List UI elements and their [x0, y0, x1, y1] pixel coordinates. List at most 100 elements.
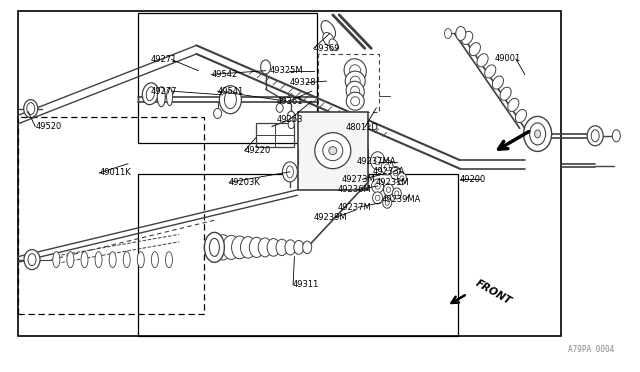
Text: 49200: 49200	[460, 175, 486, 184]
Bar	[138, 13, 317, 143]
Ellipse shape	[260, 60, 271, 74]
Ellipse shape	[142, 83, 159, 105]
Ellipse shape	[232, 236, 248, 259]
Ellipse shape	[395, 191, 399, 196]
Ellipse shape	[397, 173, 406, 185]
Ellipse shape	[392, 188, 401, 199]
Ellipse shape	[157, 87, 165, 107]
Text: 49239MA: 49239MA	[382, 195, 422, 203]
Text: 49542: 49542	[211, 70, 237, 79]
Text: 49273M: 49273M	[342, 175, 376, 184]
Ellipse shape	[259, 238, 272, 257]
Text: 49361: 49361	[276, 97, 303, 106]
Ellipse shape	[375, 183, 380, 189]
Ellipse shape	[209, 238, 220, 256]
Ellipse shape	[225, 91, 236, 109]
Text: 48011D: 48011D	[346, 123, 378, 132]
Ellipse shape	[383, 197, 392, 208]
Text: A79PA 0004: A79PA 0004	[568, 345, 614, 354]
Ellipse shape	[350, 76, 360, 86]
Text: 49011K: 49011K	[99, 169, 131, 177]
Text: 49325M: 49325M	[270, 66, 304, 75]
Ellipse shape	[214, 235, 232, 260]
Ellipse shape	[321, 20, 335, 39]
Bar	[298, 112, 368, 190]
Text: 49520: 49520	[35, 122, 61, 131]
Ellipse shape	[385, 200, 389, 205]
Text: 49328: 49328	[289, 78, 316, 87]
Ellipse shape	[385, 164, 390, 171]
Ellipse shape	[534, 130, 541, 138]
Bar	[138, 174, 458, 336]
Ellipse shape	[469, 42, 481, 56]
Ellipse shape	[241, 237, 256, 258]
Ellipse shape	[24, 250, 40, 270]
Ellipse shape	[393, 170, 398, 176]
Text: 49271: 49271	[150, 55, 177, 64]
Ellipse shape	[508, 98, 519, 112]
Ellipse shape	[24, 100, 38, 118]
Ellipse shape	[282, 162, 298, 182]
Ellipse shape	[287, 111, 295, 123]
Text: 49239M: 49239M	[314, 213, 348, 222]
Ellipse shape	[351, 97, 360, 106]
Ellipse shape	[152, 251, 158, 268]
Ellipse shape	[27, 103, 35, 115]
Ellipse shape	[28, 254, 36, 266]
Ellipse shape	[124, 251, 130, 268]
Text: 49277: 49277	[150, 87, 177, 96]
Ellipse shape	[81, 251, 88, 268]
Ellipse shape	[204, 232, 225, 262]
Ellipse shape	[372, 179, 383, 193]
Ellipse shape	[612, 130, 620, 142]
Ellipse shape	[349, 65, 361, 77]
Ellipse shape	[285, 240, 296, 255]
Ellipse shape	[515, 109, 527, 123]
Ellipse shape	[445, 29, 451, 38]
Ellipse shape	[147, 87, 154, 101]
Ellipse shape	[294, 240, 304, 254]
Ellipse shape	[400, 176, 404, 181]
Ellipse shape	[524, 116, 552, 151]
Ellipse shape	[109, 251, 116, 268]
Ellipse shape	[383, 184, 394, 196]
Text: FRONT: FRONT	[474, 279, 513, 307]
Ellipse shape	[53, 251, 60, 268]
Ellipse shape	[374, 157, 381, 165]
Ellipse shape	[220, 86, 241, 114]
Ellipse shape	[386, 187, 391, 192]
Text: 49233A: 49233A	[372, 167, 404, 176]
Ellipse shape	[95, 251, 102, 268]
Text: 49001: 49001	[495, 54, 521, 63]
Ellipse shape	[346, 92, 364, 110]
Ellipse shape	[223, 235, 240, 259]
Text: 49541: 49541	[218, 87, 244, 96]
Bar	[18, 11, 561, 336]
Text: 49237M: 49237M	[337, 203, 371, 212]
Text: 49369: 49369	[314, 44, 340, 53]
Circle shape	[323, 141, 343, 161]
Ellipse shape	[477, 54, 488, 67]
Ellipse shape	[67, 251, 74, 268]
Bar	[256, 123, 294, 147]
Ellipse shape	[345, 71, 365, 91]
Ellipse shape	[484, 65, 496, 78]
Text: 49237MA: 49237MA	[357, 157, 397, 166]
Ellipse shape	[214, 109, 221, 118]
Text: 49263: 49263	[276, 115, 303, 124]
Ellipse shape	[530, 123, 545, 145]
Ellipse shape	[492, 76, 504, 89]
Ellipse shape	[372, 192, 383, 204]
Text: 49311: 49311	[293, 280, 319, 289]
Text: 49220: 49220	[244, 146, 271, 155]
Ellipse shape	[205, 234, 224, 261]
Ellipse shape	[461, 31, 473, 45]
Ellipse shape	[276, 239, 288, 256]
Ellipse shape	[323, 32, 334, 46]
Circle shape	[315, 133, 351, 169]
Ellipse shape	[329, 39, 338, 50]
Ellipse shape	[371, 152, 385, 170]
Ellipse shape	[138, 251, 144, 268]
Circle shape	[329, 147, 337, 155]
Bar	[18, 117, 204, 314]
